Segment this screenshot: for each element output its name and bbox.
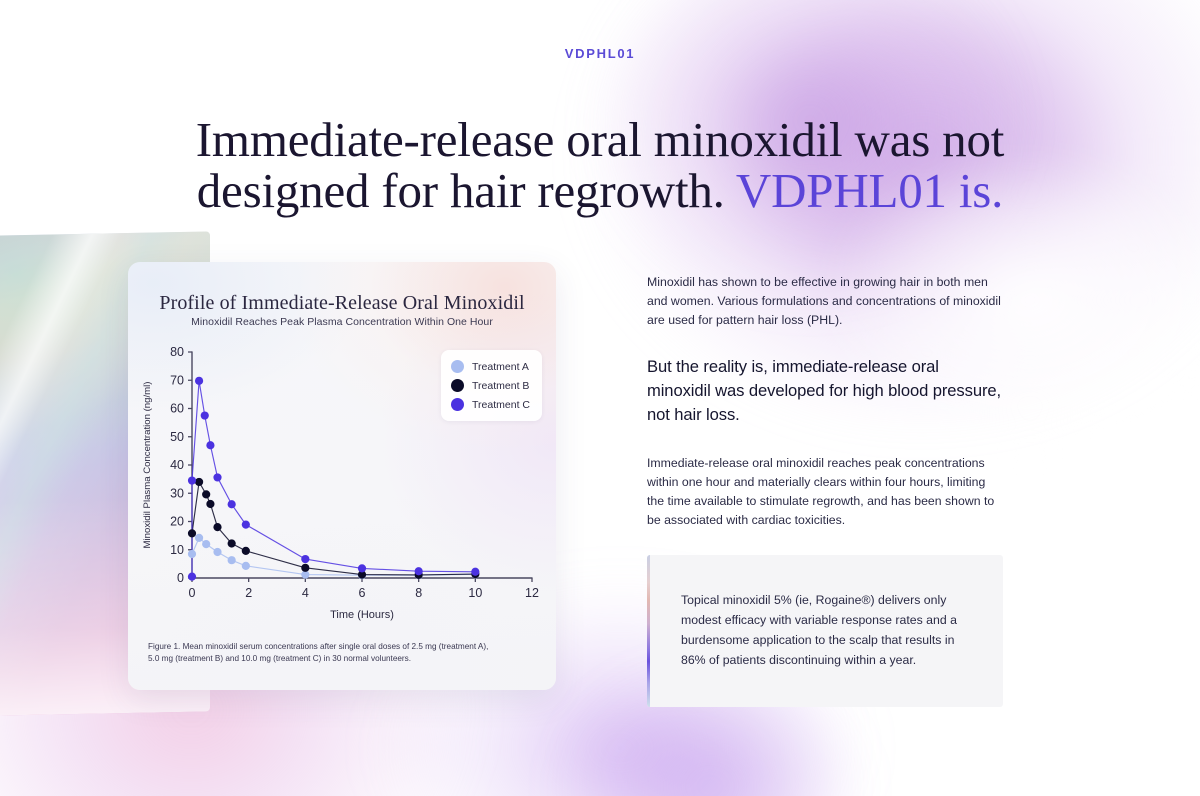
svg-text:12: 12 xyxy=(525,586,539,600)
legend-item: Treatment A xyxy=(451,357,530,376)
chart-subtitle: Minoxidil Reaches Peak Plasma Concentrat… xyxy=(191,316,493,328)
lead-paragraph: But the reality is, immediate-release or… xyxy=(647,357,1002,424)
legend-label-a: Treatment A xyxy=(472,360,529,373)
svg-text:10: 10 xyxy=(170,543,184,557)
svg-text:0: 0 xyxy=(189,586,196,600)
legend-item: Treatment B xyxy=(451,376,530,395)
svg-text:4: 4 xyxy=(302,586,309,600)
legend-color-swatch-a xyxy=(451,360,465,373)
headline-line-2: designed for hair regrowth. xyxy=(196,162,736,218)
chart-plot-area: 0 10 20 30 40 50 60 70 80 0 2 4 6 8 10 12 Time (Hours) Mi… xyxy=(136,340,548,630)
svg-text:0: 0 xyxy=(177,571,184,585)
svg-text:50: 50 xyxy=(170,430,184,444)
eyebrow-label: VDPHL01 xyxy=(564,46,636,61)
svg-text:10: 10 xyxy=(468,586,482,600)
svg-text:80: 80 xyxy=(170,345,184,359)
legend-label-b: Treatment B xyxy=(472,379,530,392)
page-title: Immediate-release oral minoxidil was not… xyxy=(0,111,1200,218)
chart-legend: Treatment A Treatment B Treatment C xyxy=(441,350,542,421)
svg-text:8: 8 xyxy=(415,586,422,600)
intro-paragraph: Minoxidil has shown to be effective in g… xyxy=(647,275,1001,327)
svg-text:2: 2 xyxy=(245,586,252,600)
detail-paragraph: Immediate-release oral minoxidil reaches… xyxy=(647,456,995,527)
figure-caption: Figure 1. Mean minoxidil serum concentra… xyxy=(148,641,489,664)
svg-text:40: 40 xyxy=(170,458,184,472)
chart-card: Profile of Immediate-Release Oral Minoxi… xyxy=(128,262,556,690)
svg-text:60: 60 xyxy=(170,402,184,416)
headline-accent: VDPHL01 is. xyxy=(735,162,1004,218)
svg-text:20: 20 xyxy=(170,515,184,529)
svg-text:30: 30 xyxy=(170,486,184,500)
svg-text:Minoxidil Plasma Concentration: Minoxidil Plasma Concentration (ng/ml) xyxy=(142,382,153,549)
legend-color-swatch-b xyxy=(451,379,465,392)
svg-text:70: 70 xyxy=(170,373,184,387)
callout-text: Topical minoxidil 5% (ie, Rogaine®) deli… xyxy=(681,593,957,668)
callout-box: Topical minoxidil 5% (ie, Rogaine®) deli… xyxy=(647,555,1003,707)
svg-text:6: 6 xyxy=(359,586,366,600)
legend-label-c: Treatment C xyxy=(472,398,530,411)
legend-item: Treatment C xyxy=(451,395,530,414)
right-content-column: Minoxidil has shown to be effective in g… xyxy=(647,273,1003,707)
line-chart-svg: 0 10 20 30 40 50 60 70 80 0 2 4 6 8 10 12 Time (Hours) Mi… xyxy=(142,345,539,621)
headline-line-1: Immediate-release oral minoxidil was not xyxy=(195,111,1005,167)
legend-color-swatch-c xyxy=(451,398,465,411)
chart-title: Profile of Immediate-Release Oral Minoxi… xyxy=(159,292,525,314)
svg-text:Time (Hours): Time (Hours) xyxy=(330,609,394,621)
